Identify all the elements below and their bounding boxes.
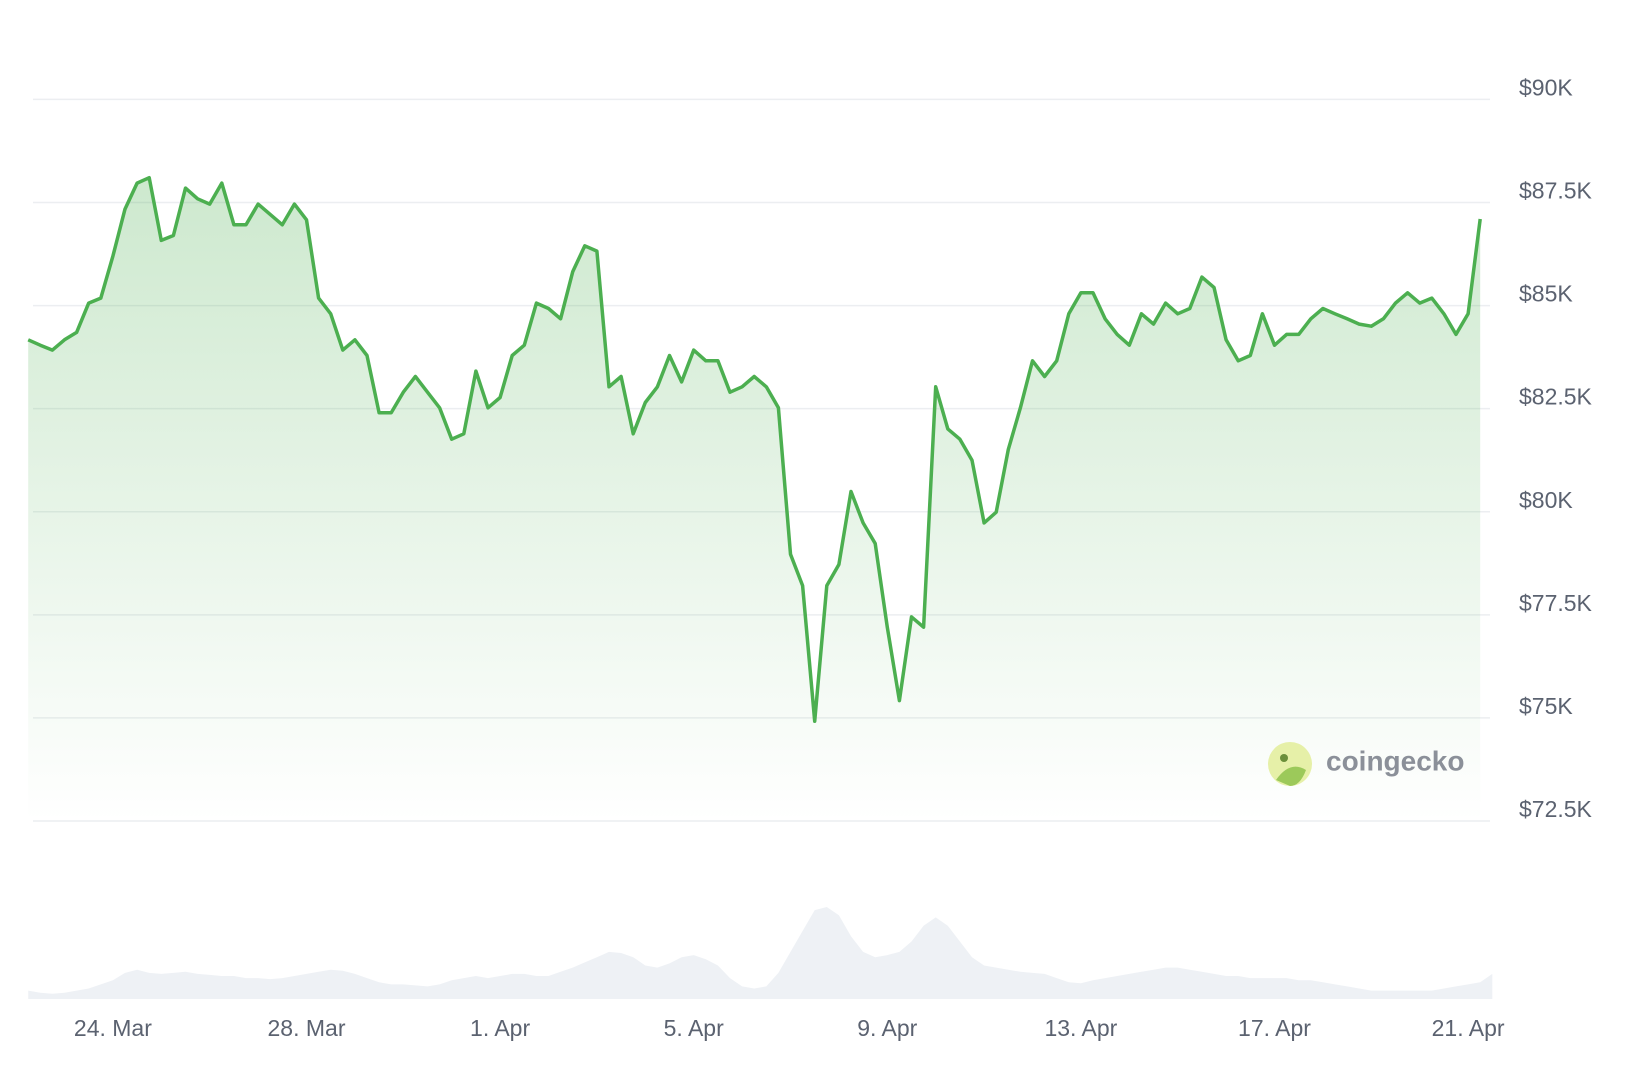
y-tick-label: $80K — [1519, 487, 1573, 513]
y-tick-label: $72.5K — [1519, 796, 1593, 822]
x-tick-label: 13. Apr — [1044, 1015, 1117, 1041]
plot: $72.5K $75K $77.5K $80K $82.5K $85K $87.5K $90K… — [27, 74, 1593, 1041]
y-tick-label: $90K — [1519, 74, 1573, 100]
y-tick-label: $85K — [1519, 281, 1573, 307]
watermark-logo-eye — [1280, 754, 1288, 762]
x-tick-label: 21. Apr — [1432, 1015, 1505, 1041]
watermark-logo-body — [1276, 766, 1306, 786]
x-tick-label: 9. Apr — [857, 1015, 917, 1041]
watermark-text: coingecko — [1326, 745, 1464, 776]
x-tick-label: 5. Apr — [664, 1015, 724, 1041]
x-tick-label: 1. Apr — [470, 1015, 530, 1041]
y-tick-label: $75K — [1519, 693, 1573, 719]
y-tick-label: $77.5K — [1519, 590, 1593, 616]
x-tick-label: 24. Mar — [74, 1015, 152, 1041]
y-tick-label: $82.5K — [1519, 384, 1593, 410]
x-tick-label: 17. Apr — [1238, 1015, 1311, 1041]
y-tick-label: $87.5K — [1519, 178, 1593, 204]
watermark: coingecko — [1268, 742, 1464, 786]
volume-area — [28, 907, 1493, 999]
x-tick-label: 28. Mar — [268, 1015, 346, 1041]
price-line — [27, 175, 1482, 723]
price-area — [28, 177, 1481, 821]
